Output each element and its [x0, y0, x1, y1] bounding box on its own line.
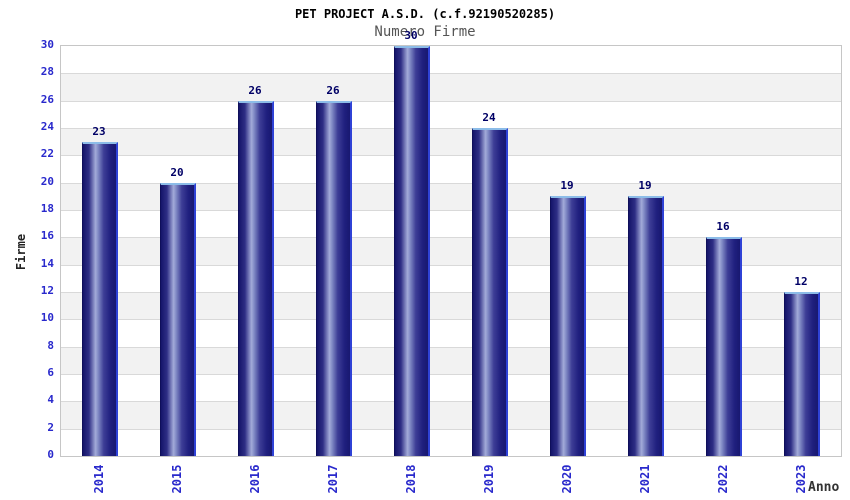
- gridline: [61, 292, 841, 293]
- plot-band: [61, 73, 841, 101]
- gridline: [61, 265, 841, 266]
- y-tick-label-30: 30: [40, 38, 54, 51]
- y-tick-label-28: 28: [40, 65, 54, 79]
- gridline: [61, 128, 841, 129]
- bar-value-label-2020: 19: [560, 179, 574, 193]
- y-tick-label-8: 8: [47, 338, 54, 352]
- gridline: [61, 237, 841, 238]
- bar-2014: [82, 141, 118, 456]
- plot-area: [60, 45, 842, 457]
- y-tick-label-14: 14: [40, 256, 54, 270]
- gridline: [61, 210, 841, 211]
- x-tick-label-2018: 2018: [404, 464, 418, 494]
- gridline: [61, 429, 841, 430]
- bar-2021: [628, 196, 664, 456]
- x-tick-label-2023: 2023: [794, 464, 808, 494]
- gridline: [61, 183, 841, 184]
- plot-band: [61, 101, 841, 128]
- bar-2022: [706, 237, 742, 456]
- bar-2017: [316, 100, 352, 456]
- bar-2016: [238, 100, 274, 456]
- y-tick-label-22: 22: [40, 147, 54, 161]
- bar-2023: [784, 292, 820, 456]
- bar-value-label-2021: 19: [638, 179, 652, 193]
- x-tick-label-2019: 2019: [482, 464, 496, 494]
- y-tick-label-10: 10: [40, 311, 54, 325]
- bar-value-label-2014: 23: [92, 124, 106, 138]
- x-axis-title: Anno: [808, 480, 840, 495]
- gridline: [61, 374, 841, 375]
- chart-subtitle: Numero Firme: [374, 24, 476, 40]
- bar-value-label-2019: 24: [482, 111, 496, 124]
- x-tick-label-2021: 2021: [638, 464, 652, 494]
- y-tick-label-18: 18: [40, 202, 54, 215]
- gridline: [61, 101, 841, 102]
- x-tick-label-2014: 2014: [92, 464, 106, 494]
- bar-value-label-2018: 30: [404, 29, 418, 42]
- gridline: [61, 401, 841, 402]
- bar-2019: [472, 128, 508, 456]
- y-tick-label-4: 4: [47, 393, 54, 407]
- bar-value-label-2016: 26: [248, 83, 262, 97]
- y-tick-label-0: 0: [47, 448, 54, 461]
- bar-2020: [550, 196, 586, 456]
- y-tick-label-2: 2: [47, 420, 54, 434]
- gridline: [61, 319, 841, 320]
- bar-2018: [394, 46, 430, 456]
- plot-band: [61, 46, 841, 73]
- y-tick-label-20: 20: [40, 174, 54, 188]
- x-tick-label-2017: 2017: [326, 464, 340, 494]
- x-tick-label-2020: 2020: [560, 464, 574, 494]
- y-tick-label-24: 24: [40, 120, 54, 133]
- gridline: [61, 155, 841, 156]
- chart-title: PET PROJECT A.S.D. (c.f.92190520285): [294, 7, 556, 21]
- gridline: [61, 73, 841, 74]
- x-tick-label-2022: 2022: [716, 464, 730, 494]
- y-tick-label-26: 26: [40, 92, 54, 106]
- y-tick-label-16: 16: [40, 229, 54, 243]
- bar-value-label-2017: 26: [326, 83, 340, 97]
- x-tick-label-2015: 2015: [170, 464, 184, 494]
- bar-value-label-2022: 16: [716, 220, 730, 234]
- plot-band: [61, 128, 841, 156]
- x-tick-label-2016: 2016: [248, 464, 262, 494]
- bar-2015: [160, 182, 196, 456]
- y-tick-label-6: 6: [47, 366, 54, 379]
- y-tick-label-12: 12: [40, 284, 54, 297]
- bar-value-label-2023: 12: [794, 275, 808, 288]
- gridline: [61, 347, 841, 348]
- bar-value-label-2015: 20: [170, 165, 184, 179]
